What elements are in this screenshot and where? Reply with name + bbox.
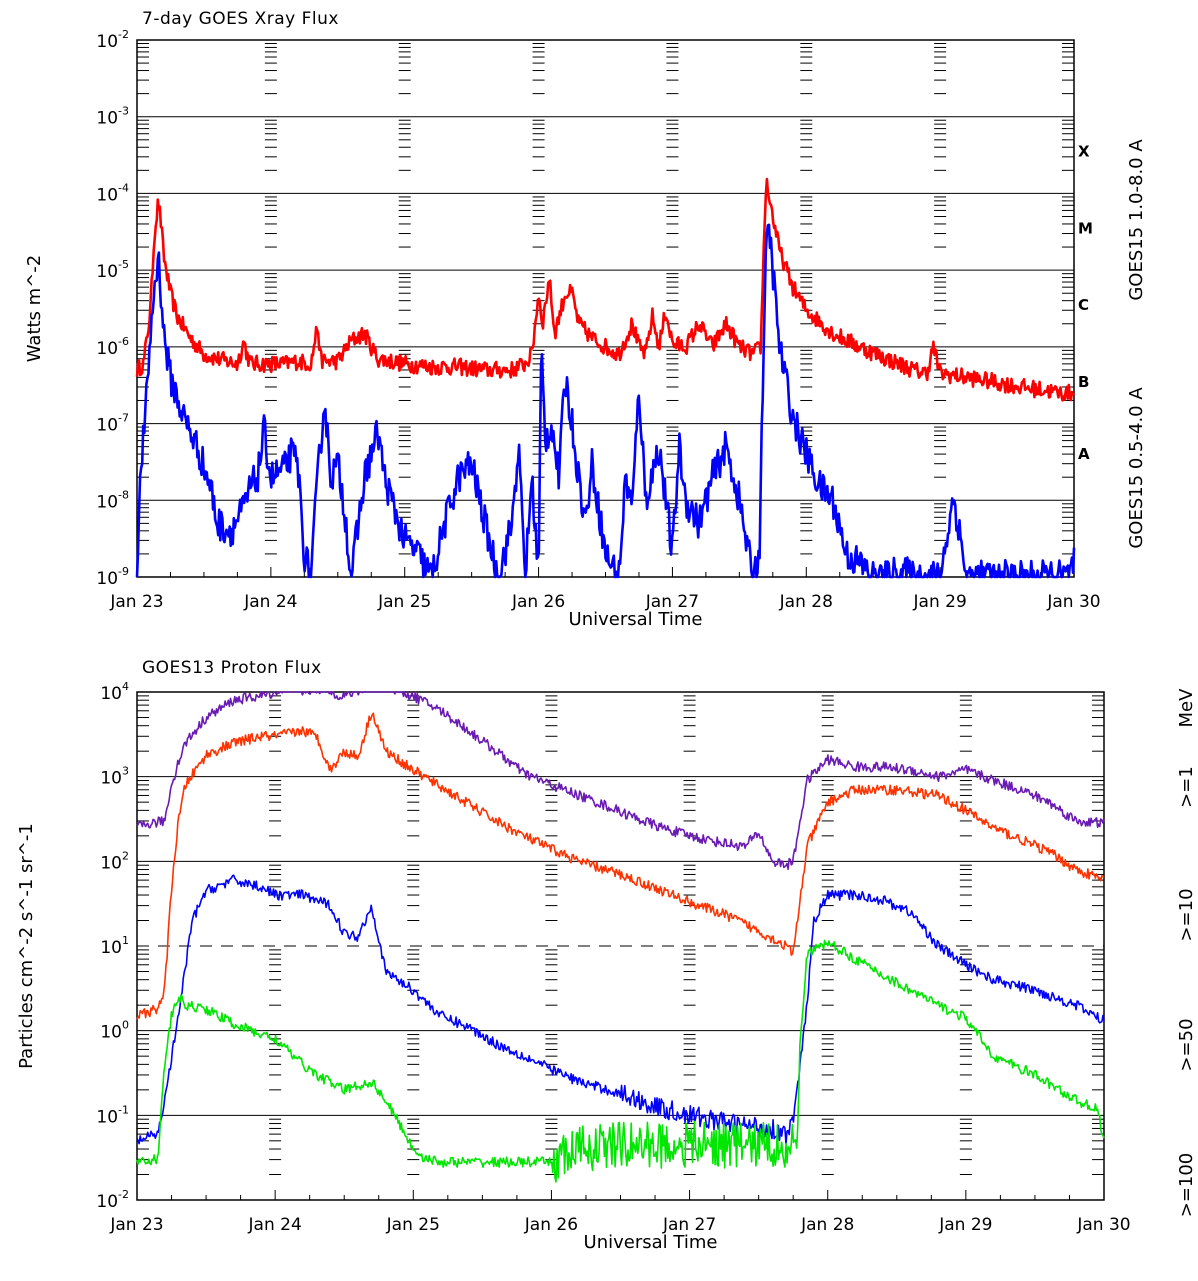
class-label-C: C <box>1078 296 1089 314</box>
y-tick-label: 10-6 <box>96 335 129 359</box>
series-group <box>136 691 1105 1183</box>
y-tick-label: 10-9 <box>96 565 129 589</box>
legend-series-0: >=1 <box>1176 766 1197 808</box>
legend-unit: MeV <box>1176 688 1197 728</box>
proton-flux-chart: GOES13 Proton Flux 10-2 10-1 100 101 102 103 10… <box>16 658 1197 1253</box>
legend-series-0: GOES15 1.0-8.0 A <box>1126 139 1147 301</box>
y-tick-label: 100 <box>100 1019 129 1043</box>
x-tick-label: Jan 28 <box>800 1215 854 1235</box>
legend-series-1: GOES15 0.5-4.0 A <box>1126 387 1147 549</box>
chart-title: 7-day GOES Xray Flux <box>142 9 339 29</box>
plot-frame <box>136 39 1075 578</box>
x-tick-label: Jan 29 <box>938 1215 992 1235</box>
x-tick-label: Jan 29 <box>913 592 967 612</box>
series-line-1 <box>135 223 1076 579</box>
y-tick-label: 101 <box>100 934 129 958</box>
y-tick-label: 10-5 <box>96 258 129 282</box>
x-tick-label: Jan 30 <box>1046 592 1100 612</box>
series-group <box>135 177 1076 579</box>
y-tick-label: 10-7 <box>96 412 129 436</box>
class-label-B: B <box>1078 373 1089 391</box>
y-tick-label: 104 <box>100 680 129 704</box>
x-tick-label: Jan 24 <box>248 1215 302 1235</box>
x-tick-label: Jan 26 <box>524 1215 578 1235</box>
x-tick-label: Jan 26 <box>511 592 565 612</box>
series-line-0 <box>135 177 1075 402</box>
legend-series-2: >=50 <box>1176 1018 1197 1071</box>
series-line-3 <box>136 939 1105 1183</box>
class-label-M: M <box>1078 219 1093 237</box>
x-tick-label: Jan 24 <box>243 592 297 612</box>
y-tick-label: 10-2 <box>96 28 129 52</box>
y-tick-label: 103 <box>100 765 129 789</box>
legend-series-1: >=10 <box>1176 888 1197 941</box>
y-tick-label: 10-2 <box>96 1188 129 1212</box>
series-line-0 <box>136 691 1105 871</box>
y-tick-label: 102 <box>100 849 129 873</box>
x-axis-label: Universal Time <box>569 609 703 630</box>
x-tick-label: Jan 25 <box>386 1215 440 1235</box>
class-label-A: A <box>1078 445 1090 463</box>
y-axis-label: Watts m^-2 <box>24 255 45 362</box>
x-tick-label: Jan 25 <box>377 592 431 612</box>
y-tick-label: 10-1 <box>96 1103 129 1127</box>
chart-title: GOES13 Proton Flux <box>142 658 322 678</box>
series-line-2 <box>136 874 1105 1145</box>
y-axis-label: Particles cm^-2 s^-1 sr^-1 <box>16 823 37 1069</box>
x-tick-label: Jan 27 <box>645 592 699 612</box>
y-tick-label: 10-4 <box>96 181 129 205</box>
x-tick-label: Jan 28 <box>779 592 833 612</box>
x-tick-label: Jan 30 <box>1076 1215 1130 1235</box>
y-tick-label: 10-3 <box>96 105 129 129</box>
series-line-1 <box>136 712 1105 1020</box>
class-label-X: X <box>1078 143 1090 161</box>
xray-flux-chart: 7-day GOES Xray Flux 10-9 10-8 10-7 10-6 10-5… <box>24 9 1147 630</box>
x-tick-label: Jan 23 <box>109 1215 163 1235</box>
x-tick-label: Jan 23 <box>109 592 163 612</box>
x-tick-label: Jan 27 <box>662 1215 716 1235</box>
legend-series-3: >=100 <box>1176 1153 1197 1218</box>
x-axis-label: Universal Time <box>584 1232 718 1253</box>
y-tick-label: 10-8 <box>96 488 129 512</box>
